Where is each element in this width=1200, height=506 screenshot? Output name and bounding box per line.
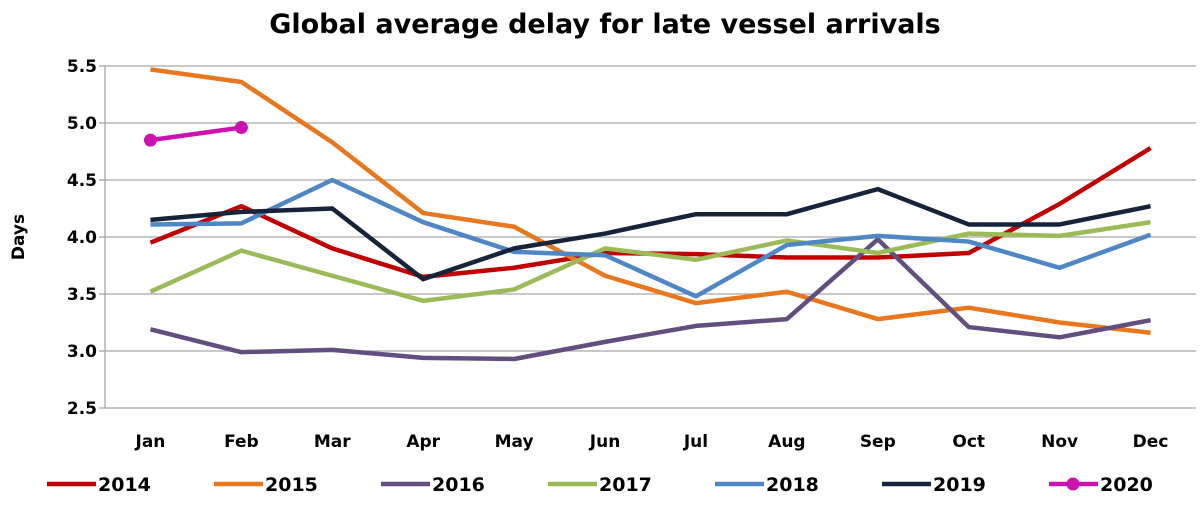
series-line-2015	[150, 69, 1150, 332]
x-tick-label: Jan	[135, 432, 166, 452]
legend-label-2017: 2017	[599, 474, 652, 496]
legend-label-2019: 2019	[933, 474, 986, 496]
x-tick-label: Apr	[406, 432, 440, 452]
y-tick-label: 4.0	[67, 228, 97, 248]
y-tick-label: 2.5	[67, 399, 97, 419]
legend-label-2016: 2016	[432, 474, 485, 496]
y-tick-label: 5.5	[67, 57, 97, 77]
x-tick-label: Sep	[860, 432, 896, 452]
y-tick-label: 5.0	[67, 114, 97, 134]
data-point-2020	[235, 121, 248, 134]
y-axis-label: Days	[9, 214, 29, 260]
x-tick-label: Mar	[314, 432, 351, 452]
x-tick-label: Jul	[683, 432, 708, 452]
legend-label-2020: 2020	[1100, 474, 1153, 496]
chart-title: Global average delay for late vessel arr…	[269, 9, 941, 40]
y-tick-label: 4.5	[67, 171, 97, 191]
series-line-2020	[150, 128, 241, 141]
x-tick-label: Feb	[224, 432, 259, 452]
x-tick-label: Nov	[1041, 432, 1078, 452]
x-tick-label: Jun	[589, 432, 621, 452]
legend-label-2015: 2015	[265, 474, 318, 496]
x-tick-label: Oct	[952, 432, 985, 452]
x-tick-label: Dec	[1133, 432, 1169, 452]
y-tick-label: 3.5	[67, 285, 97, 305]
data-point-2020	[144, 134, 157, 147]
series-line-2014	[150, 148, 1150, 277]
legend-label-2018: 2018	[766, 474, 819, 496]
legend-label-2014: 2014	[98, 474, 151, 496]
legend-marker-2020	[1067, 478, 1080, 491]
x-tick-label: Aug	[768, 432, 805, 452]
series-line-2016	[150, 239, 1150, 359]
x-tick-label: May	[495, 432, 534, 452]
y-tick-label: 3.0	[67, 342, 97, 362]
